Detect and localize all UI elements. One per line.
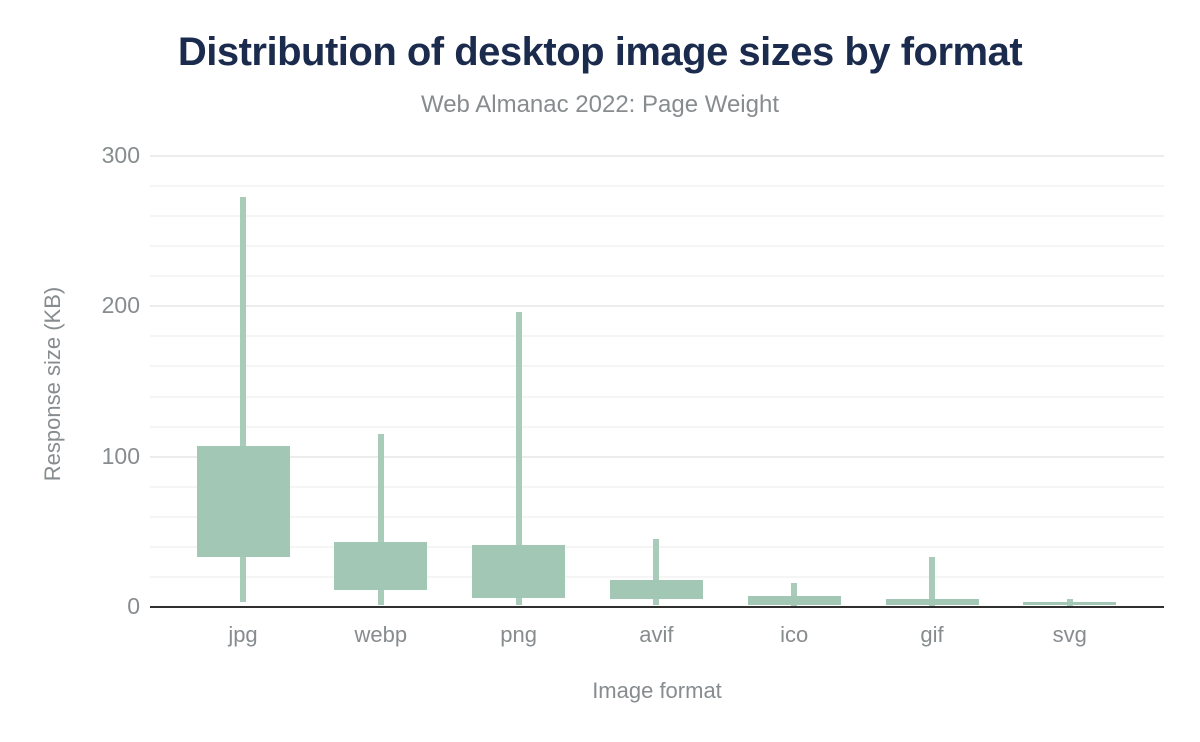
whisker-gif — [929, 557, 935, 607]
box-webp — [334, 542, 428, 591]
chart-title: Distribution of desktop image sizes by f… — [177, 30, 1023, 74]
gridline-minor — [150, 335, 1164, 338]
gridline-minor — [150, 215, 1164, 218]
x-tick-label: avif — [639, 622, 674, 647]
box-jpg — [196, 446, 290, 558]
gridline-major — [150, 155, 1164, 157]
x-axis-title: Image format — [592, 678, 722, 703]
gridline-minor — [150, 425, 1164, 428]
gridline-minor — [150, 275, 1164, 278]
whisker-webp — [377, 434, 384, 606]
box-png — [472, 545, 566, 598]
gridline-minor — [150, 365, 1164, 368]
whisker-jpg — [240, 196, 246, 603]
x-axis-line — [150, 606, 1164, 608]
gridline-minor — [150, 395, 1164, 398]
x-tick-label: gif — [920, 622, 944, 647]
gridline-major — [150, 455, 1164, 458]
gridline-minor — [150, 245, 1164, 248]
gridline-minor — [150, 485, 1164, 488]
gridline-minor — [150, 185, 1164, 188]
y-axis-title: Response size (KB) — [40, 286, 65, 482]
whisker-png — [515, 312, 522, 606]
box-gif — [885, 599, 979, 606]
box-svg — [1023, 602, 1117, 606]
x-tick-label: ico — [780, 622, 809, 647]
x-tick-label: png — [500, 622, 537, 647]
chart-subtitle: Web Almanac 2022: Page Weight — [420, 91, 779, 118]
x-tick-label: webp — [354, 622, 408, 647]
whisker-ico — [791, 582, 798, 607]
x-tick-label: jpg — [228, 622, 258, 647]
y-tick-label: 300 — [101, 142, 140, 168]
y-tick-label: 0 — [127, 593, 140, 619]
box-ico — [747, 596, 841, 606]
whisker-avif — [653, 539, 660, 606]
gridline-minor — [150, 515, 1164, 518]
y-tick-label: 200 — [101, 292, 140, 319]
box-avif — [609, 579, 703, 600]
y-tick-label: 100 — [101, 442, 140, 469]
x-tick-label: svg — [1052, 622, 1087, 647]
gridline-major — [150, 305, 1164, 308]
